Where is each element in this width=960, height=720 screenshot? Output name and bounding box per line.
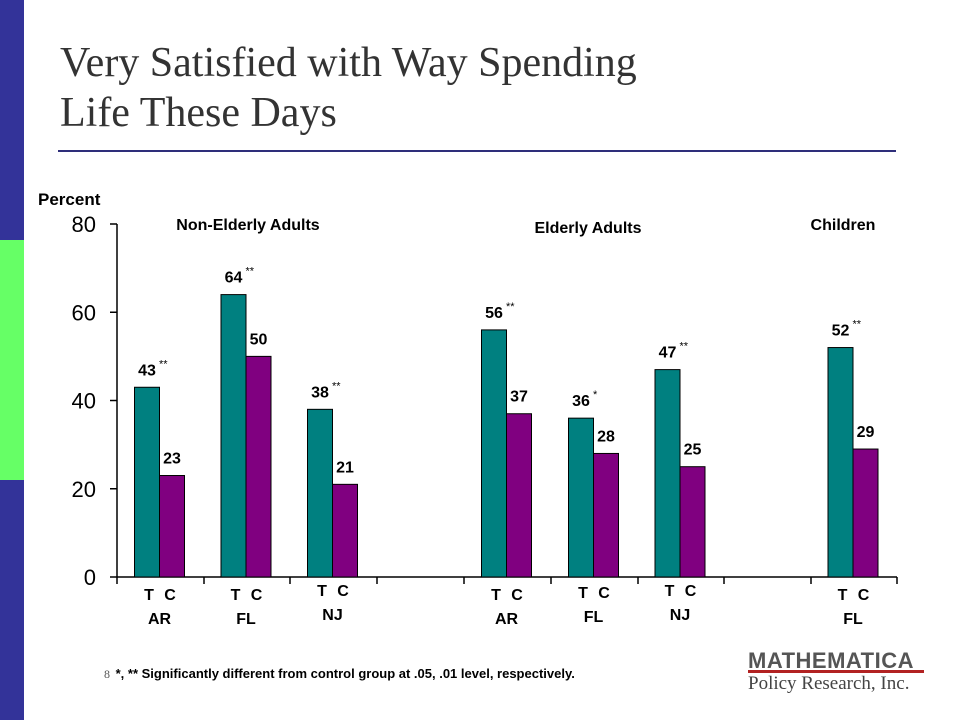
significance-marker: ** (246, 266, 255, 278)
slide-title-line-2: Life These Days (60, 90, 337, 136)
site-label: NJ (322, 607, 342, 624)
slide-number: 8 (104, 667, 110, 681)
slide-title: Very Satisfied with Way Spending Life Th… (60, 38, 920, 138)
series-label-c: C (511, 587, 523, 604)
data-label-treatment: 52 (832, 323, 850, 340)
data-label-treatment: 43 (138, 362, 156, 379)
bar-control (852, 448, 879, 578)
series-label-t: T (578, 585, 588, 602)
group-header: Children (811, 217, 876, 234)
site-label: FL (236, 611, 256, 628)
mathematica-logo: MATHEMATICA Policy Research, Inc. (748, 648, 924, 698)
series-label-c: C (598, 585, 610, 602)
y-tick-label: 40 (72, 389, 96, 414)
bar-treatment (134, 386, 160, 578)
sidebar-green-accent (0, 240, 24, 480)
bar-control (332, 483, 358, 578)
group-header: Elderly Adults (535, 220, 642, 237)
significance-marker: * (593, 389, 598, 401)
bar-treatment (568, 417, 594, 578)
bar-treatment (220, 294, 247, 578)
y-tick-label: 80 (72, 212, 96, 237)
bar-control (679, 466, 706, 578)
bar-treatment (654, 369, 681, 578)
site-label: NJ (670, 607, 690, 624)
series-label-c: C (164, 587, 176, 604)
data-label-control: 29 (857, 424, 875, 441)
significance-marker: ** (332, 380, 341, 392)
bar-treatment (827, 347, 854, 578)
logo-brand: MATHEMATICA (748, 648, 914, 673)
series-label-t: T (231, 587, 241, 604)
data-label-treatment: 38 (311, 384, 329, 401)
data-label-treatment: 36 (572, 393, 590, 410)
data-label-control: 37 (510, 389, 528, 406)
data-label-treatment: 47 (659, 345, 677, 362)
data-label-control: 23 (163, 451, 181, 468)
title-divider (58, 150, 896, 152)
site-label: AR (495, 611, 519, 628)
data-label-control: 25 (684, 442, 702, 459)
series-label-c: C (858, 587, 870, 604)
significance-marker: ** (506, 301, 515, 313)
series-label-c: C (251, 587, 263, 604)
data-label-treatment: 64 (225, 270, 243, 287)
series-label-t: T (491, 587, 501, 604)
bar-control (506, 413, 532, 578)
slide-title-line-1: Very Satisfied with Way Spending (60, 40, 637, 86)
significance-marker: ** (680, 341, 689, 353)
series-label-t: T (317, 583, 327, 600)
bar-control (245, 355, 272, 578)
bar-control (593, 452, 619, 578)
series-label-t: T (665, 583, 675, 600)
site-label: FL (843, 611, 863, 628)
series-label-t: T (144, 587, 154, 604)
data-label-treatment: 56 (485, 305, 503, 322)
data-label-control: 50 (250, 331, 268, 348)
data-label-control: 21 (336, 459, 354, 476)
logo-accent-bar (748, 670, 924, 673)
significance-marker: ** (853, 319, 862, 331)
series-label-t: T (838, 587, 848, 604)
y-axis-label: Percent (38, 190, 101, 209)
y-tick-label: 0 (84, 565, 96, 590)
logo-subtitle: Policy Research, Inc. (748, 673, 910, 694)
series-label-c: C (337, 583, 349, 600)
bar-treatment (307, 408, 333, 578)
data-label-control: 28 (597, 428, 615, 445)
series-label-c: C (685, 583, 697, 600)
bar-control (159, 475, 185, 578)
y-tick-label: 20 (72, 477, 96, 502)
footnote: 8 *, ** Significantly different from con… (104, 666, 575, 682)
site-label: AR (148, 611, 172, 628)
group-header: Non-Elderly Adults (176, 217, 320, 234)
bar-treatment (481, 329, 507, 578)
significance-marker: ** (159, 358, 168, 370)
site-label: FL (584, 609, 604, 626)
footnote-text: *, ** Significantly different from contr… (115, 666, 575, 681)
y-tick-label: 60 (72, 300, 96, 325)
